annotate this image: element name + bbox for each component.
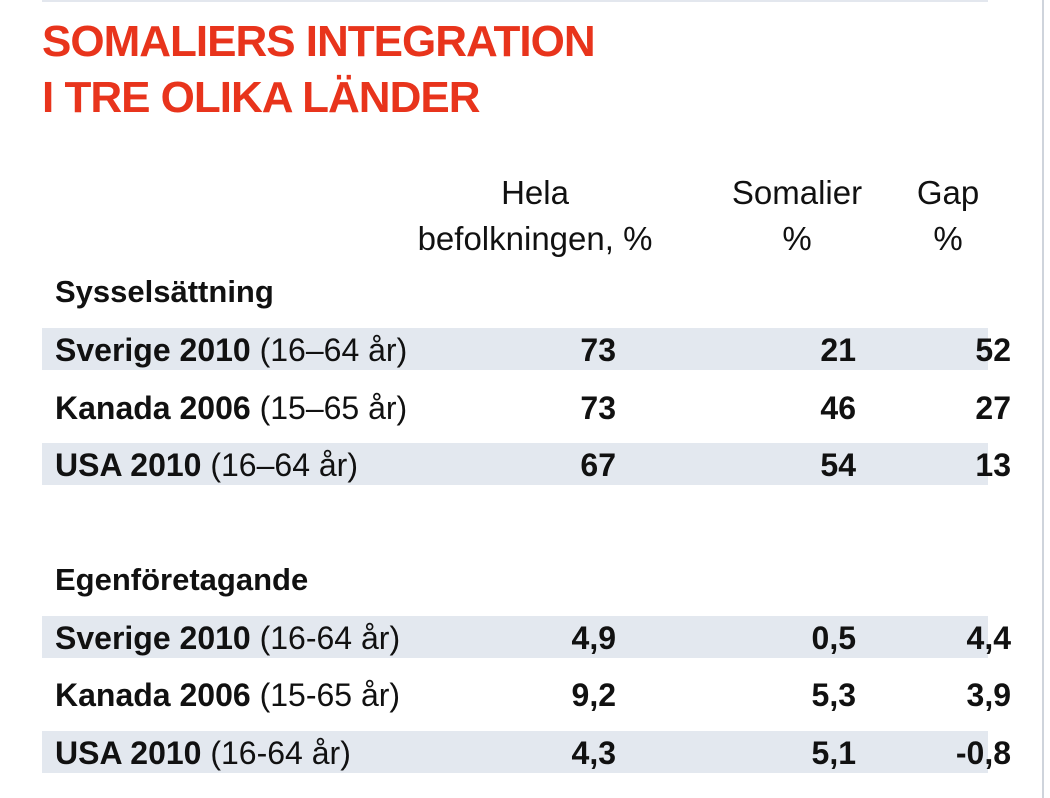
value-hela-befolkningen: 4,9 <box>571 620 616 656</box>
value-hela-befolkningen: 4,3 <box>571 735 616 771</box>
table-row: Kanada 2006 (15–65 år) 73 46 27 <box>42 386 1011 428</box>
value-somalier: 21 <box>820 332 856 368</box>
row-age-range: (15–65 år) <box>259 390 408 426</box>
column-header-gap: Gap % <box>898 170 998 262</box>
row-country: Kanada 2006 <box>55 677 251 713</box>
column-header-line: Somalier <box>731 174 863 211</box>
row-label: USA 2010 (16–64 år) <box>55 443 358 485</box>
value-gap: 27 <box>975 390 1011 426</box>
column-header-line: Hela <box>501 174 569 211</box>
column-header-line: % <box>933 220 963 257</box>
row-age-range: (16–64 år) <box>259 332 408 368</box>
table-row: Sverige 2010 (16–64 år) 73 21 52 <box>42 328 1011 370</box>
value-hela-befolkningen: 67 <box>580 447 616 483</box>
row-label: Kanada 2006 (15–65 år) <box>55 386 407 428</box>
value-somalier: 54 <box>820 447 856 483</box>
table-row: USA 2010 (16–64 år) 67 54 13 <box>42 443 1011 485</box>
row-country: Sverige 2010 <box>55 332 251 368</box>
value-somalier: 0,5 <box>811 620 856 656</box>
value-gap: -0,8 <box>955 735 1011 771</box>
title-line-1: SOMALIERS INTEGRATION <box>42 17 596 66</box>
value-gap: 13 <box>975 447 1011 483</box>
section-heading-egenforetagande: Egenföretagande <box>55 562 309 597</box>
row-country: USA 2010 <box>55 735 202 771</box>
column-header-line: % <box>782 220 812 257</box>
row-country: USA 2010 <box>55 447 202 483</box>
row-age-range: (15-65 år) <box>259 677 401 713</box>
row-age-range: (16–64 år) <box>210 447 358 483</box>
row-label: Sverige 2010 (16-64 år) <box>55 616 400 658</box>
table-row: Kanada 2006 (15-65 år) 9,2 5,3 3,9 <box>42 673 1011 715</box>
value-gap: 4,4 <box>966 620 1011 656</box>
row-country: Kanada 2006 <box>55 390 251 426</box>
value-gap: 3,9 <box>966 677 1011 713</box>
table-row: Sverige 2010 (16-64 år) 4,9 0,5 4,4 <box>42 616 1011 658</box>
chart-title: SOMALIERS INTEGRATION I TRE OLIKA LÄNDER <box>42 14 942 126</box>
value-somalier: 46 <box>820 390 856 426</box>
row-age-range: (16-64 år) <box>210 735 351 771</box>
section-heading-sysselsattning: Sysselsättning <box>55 274 274 309</box>
value-hela-befolkningen: 73 <box>580 332 616 368</box>
value-somalier: 5,3 <box>811 677 856 713</box>
row-label: Kanada 2006 (15-65 år) <box>55 673 400 715</box>
column-header-line: Gap <box>916 174 980 211</box>
row-age-range: (16-64 år) <box>259 620 401 656</box>
value-hela-befolkningen: 9,2 <box>571 677 616 713</box>
value-gap: 52 <box>975 332 1011 368</box>
row-country: Sverige 2010 <box>55 620 251 656</box>
value-hela-befolkningen: 73 <box>580 390 616 426</box>
title-line-2: I TRE OLIKA LÄNDER <box>42 73 480 122</box>
column-header-line: befolkningen, % <box>417 220 653 257</box>
column-header-somalier: Somalier % <box>712 170 882 262</box>
row-label: Sverige 2010 (16–64 år) <box>55 328 407 370</box>
right-border <box>1042 0 1044 798</box>
value-somalier: 5,1 <box>811 735 856 771</box>
column-header-hela-befolkningen: Hela befolkningen, % <box>400 170 670 262</box>
row-label: USA 2010 (16-64 år) <box>55 731 351 773</box>
table-row: USA 2010 (16-64 år) 4,3 5,1 -0,8 <box>42 731 1011 773</box>
top-rule <box>42 0 988 2</box>
